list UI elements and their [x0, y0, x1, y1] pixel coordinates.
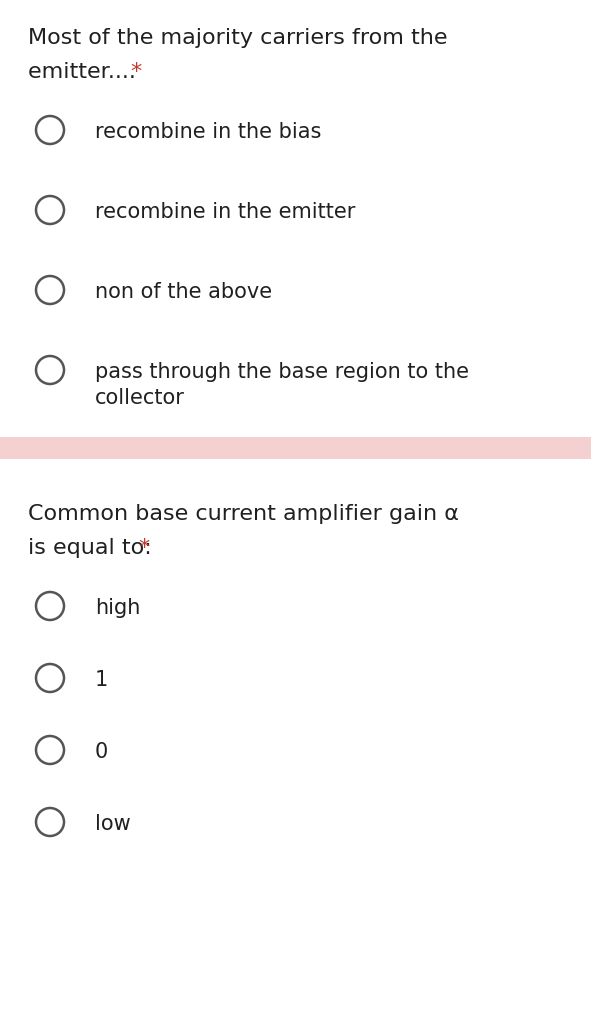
- Text: is equal to:: is equal to:: [28, 538, 159, 558]
- Text: high: high: [95, 598, 141, 618]
- Text: recombine in the bias: recombine in the bias: [95, 122, 322, 142]
- Text: Most of the majority carriers from the: Most of the majority carriers from the: [28, 28, 447, 48]
- Text: low: low: [95, 814, 131, 834]
- Text: recombine in the emitter: recombine in the emitter: [95, 202, 355, 222]
- Text: 1: 1: [95, 670, 108, 690]
- Text: collector: collector: [95, 388, 185, 408]
- Text: 0: 0: [95, 742, 108, 762]
- Text: emitter....: emitter....: [28, 62, 143, 82]
- Text: non of the above: non of the above: [95, 282, 272, 302]
- FancyBboxPatch shape: [0, 437, 591, 459]
- Text: *: *: [130, 62, 141, 82]
- Text: Common base current amplifier gain α: Common base current amplifier gain α: [28, 504, 459, 524]
- Text: *: *: [138, 538, 150, 558]
- Text: pass through the base region to the: pass through the base region to the: [95, 362, 469, 382]
